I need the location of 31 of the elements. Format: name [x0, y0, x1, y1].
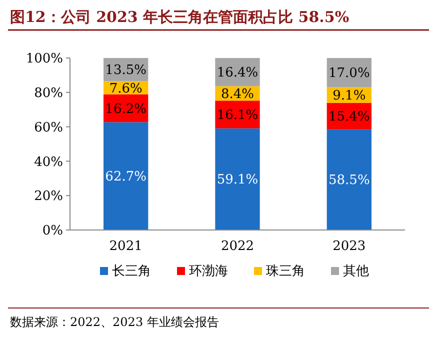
bar [215, 100, 260, 128]
legend-label: 珠三角 [266, 264, 305, 279]
x-tick-label: 2022 [220, 239, 254, 254]
data-label: 16.2% [105, 102, 146, 117]
bar [326, 129, 372, 230]
legend-label: 长三角 [112, 264, 151, 279]
chart-title: 图12：公司 2023 年长三角在管面积占比 58.5% [10, 8, 350, 26]
y-tick-label: 20% [34, 189, 63, 204]
data-label: 16.1% [216, 108, 258, 124]
data-label: 17.0% [328, 66, 370, 82]
y-tick-label: 100% [26, 52, 63, 67]
x-tick-label: 2023 [332, 239, 366, 254]
bar [104, 122, 148, 230]
y-tick-label: 80% [34, 86, 63, 101]
y-tick-label: 60% [34, 120, 63, 136]
data-label: 59.1% [216, 172, 258, 188]
bar [215, 128, 260, 230]
data-label: 7.6% [109, 81, 142, 96]
data-label: 8.4% [220, 86, 254, 102]
legend-label: 其他 [343, 264, 369, 279]
y-tick-label: 0% [42, 224, 63, 239]
source-note: 数据来源：2022、2023 年业绩会报告 [10, 315, 219, 329]
legend-label: 环渤海 [189, 264, 228, 279]
data-label: 62.7% [105, 170, 146, 185]
data-label: 15.4% [328, 110, 370, 125]
x-tick-label: 2021 [109, 239, 142, 254]
data-label: 9.1% [332, 88, 366, 104]
data-label: 58.5% [328, 173, 370, 188]
y-tick-label: 40% [34, 154, 63, 170]
data-label: 13.5% [105, 63, 146, 78]
data-label: 16.4% [216, 66, 258, 81]
